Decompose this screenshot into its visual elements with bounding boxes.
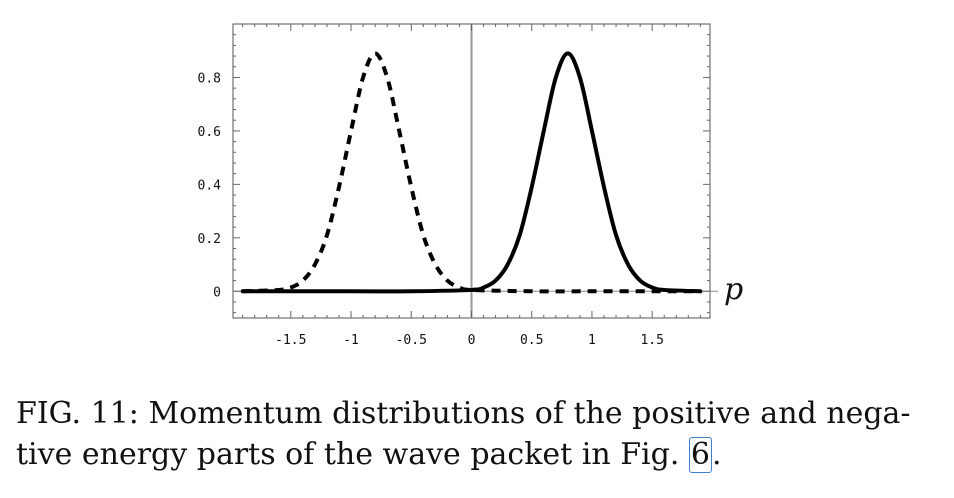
y-tick-label: 0 (213, 285, 221, 300)
y-tick-label: 0.4 (198, 178, 222, 193)
dashed-series-line (242, 51, 701, 294)
x-tick-label: 1.5 (640, 333, 663, 348)
plot-frame-group (232, 23, 718, 319)
tick-marks (233, 24, 710, 318)
y-tick-label: 0.8 (198, 71, 221, 86)
x-axis-variable-label: p (724, 272, 743, 307)
caption-line-2-end: . (711, 437, 722, 472)
x-tick-label: -0.5 (396, 333, 427, 348)
x-tick-label: 0.5 (520, 333, 543, 348)
caption-line-2-text: tive energy parts of the wave packet in … (16, 437, 689, 472)
solid-series-line (240, 51, 703, 294)
series-lines (240, 51, 703, 294)
caption-line-1: FIG. 11: Momentum distributions of the p… (16, 396, 911, 431)
figure-caption: FIG. 11: Momentum distributions of the p… (16, 393, 936, 475)
figure-plot: -1.5 -1 -0.5 0 0.5 1 1.5 0 0.2 0.4 0.6 0.8 p (198, 23, 743, 348)
tick-labels: -1.5 -1 -0.5 0 0.5 1 1.5 0 0.2 0.4 0.6 0.8 (198, 71, 664, 348)
y-tick-label: 0.6 (198, 125, 221, 140)
x-tick-label: 1 (588, 333, 596, 348)
caption-line-2: tive energy parts of the wave packet in … (16, 434, 936, 475)
y-tick-label: 0.2 (198, 232, 221, 247)
figure-reference-link[interactable]: 6 (688, 437, 712, 473)
x-tick-label: -1 (343, 333, 359, 348)
x-tick-label: 0 (468, 333, 476, 348)
x-tick-label: -1.5 (275, 333, 306, 348)
